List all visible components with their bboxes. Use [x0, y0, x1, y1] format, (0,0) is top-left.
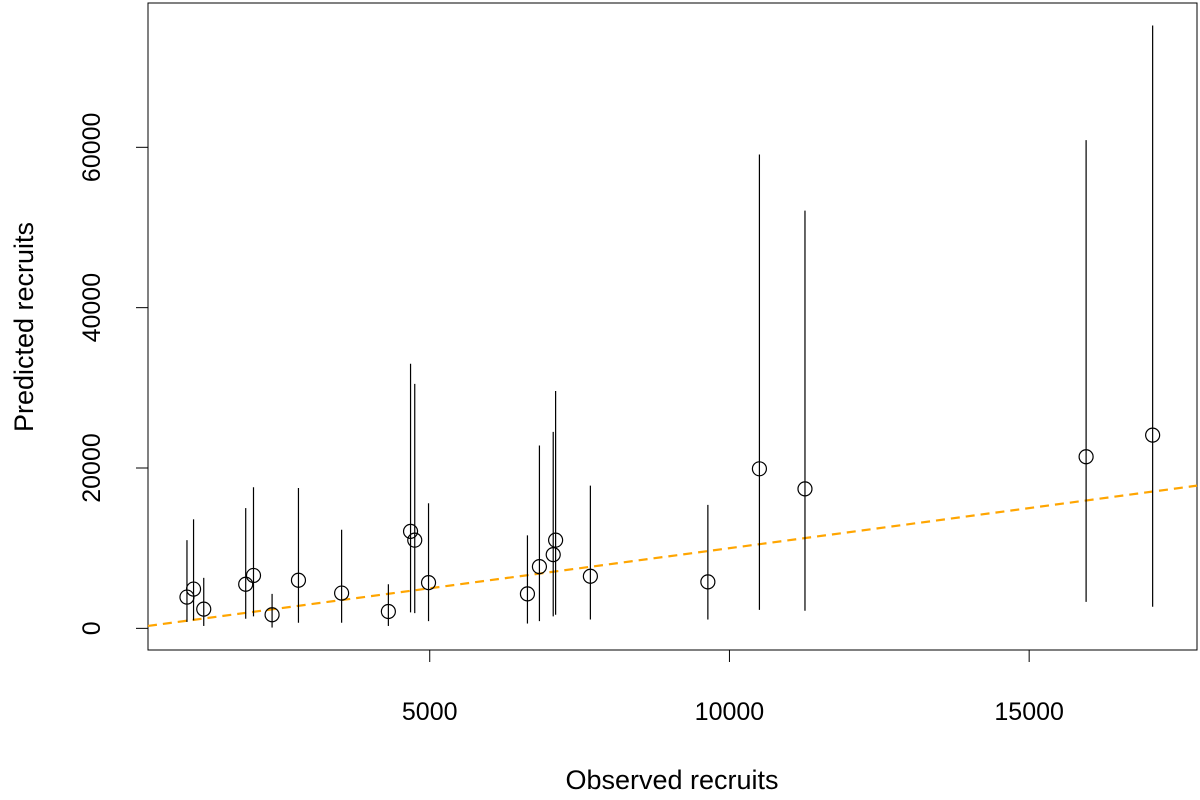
data-point — [548, 532, 564, 548]
y-tick-label: 0 — [78, 621, 106, 635]
y-tick-label: 20000 — [78, 433, 106, 503]
data-point — [264, 607, 280, 623]
y-axis-title: Predicted recruits — [9, 222, 39, 432]
data-point — [380, 603, 396, 620]
fit-line — [147, 484, 1198, 628]
data-point — [545, 546, 561, 563]
data-point — [407, 532, 423, 548]
data-point — [196, 601, 212, 617]
data-point — [290, 572, 307, 588]
x-axis: 5000 10000 15000 — [402, 650, 1064, 726]
data-point — [420, 575, 437, 591]
data-point — [334, 585, 350, 601]
x-tick-label: 10000 — [695, 698, 765, 726]
data-point — [519, 586, 536, 602]
data-point — [185, 581, 202, 597]
data-point — [531, 559, 548, 575]
x-tick-label: 5000 — [402, 698, 458, 726]
y-axis: 0 20000 40000 60000 — [78, 113, 148, 635]
data-point — [245, 567, 262, 584]
data-point — [402, 523, 419, 539]
x-axis-title: Observed recruits — [565, 765, 778, 795]
data-points — [179, 427, 1161, 623]
plot-frame — [147, 2, 1198, 651]
y-tick-label: 40000 — [78, 273, 106, 343]
error-bars — [186, 25, 1154, 628]
data-point — [797, 481, 813, 497]
data-point — [1078, 449, 1094, 465]
data-point — [238, 576, 254, 592]
data-point — [700, 574, 716, 590]
x-tick-label: 15000 — [994, 698, 1064, 726]
data-point — [1145, 427, 1161, 443]
data-point — [751, 461, 768, 477]
fit-line-layer — [147, 484, 1198, 628]
data-point — [582, 568, 598, 584]
y-tick-label: 60000 — [78, 113, 106, 183]
